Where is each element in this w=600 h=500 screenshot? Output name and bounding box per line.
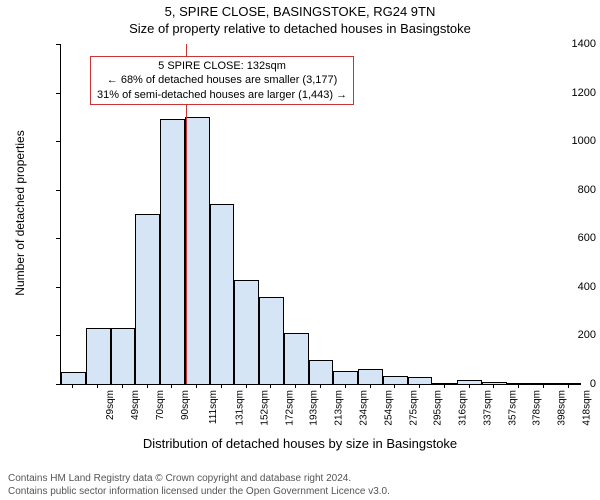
x-tick-label: 193sqm	[309, 390, 320, 426]
y-tick-mark	[56, 141, 60, 142]
x-tick-label: 337sqm	[482, 390, 493, 426]
x-tick-mark	[543, 384, 544, 388]
x-tick-label: 398sqm	[557, 390, 568, 426]
chart-container: 5, SPIRE CLOSE, BASINGSTOKE, RG24 9TN Si…	[0, 0, 600, 500]
x-tick-mark	[72, 384, 73, 388]
x-tick-mark	[97, 384, 98, 388]
histogram-bar	[210, 204, 235, 384]
histogram-bar	[383, 376, 408, 385]
x-tick-mark	[147, 384, 148, 388]
x-tick-label: 172sqm	[284, 390, 295, 426]
y-tick-mark	[56, 384, 60, 385]
callout-line: 31% of semi-detached houses are larger (…	[97, 88, 347, 102]
callout-line: ← 68% of detached houses are smaller (3,…	[97, 73, 347, 87]
histogram-bar	[309, 360, 334, 384]
footer-line-1: Contains HM Land Registry data © Crown c…	[8, 473, 351, 484]
x-tick-mark	[320, 384, 321, 388]
x-tick-label: 70sqm	[155, 390, 166, 420]
y-tick-label: 400	[540, 281, 596, 293]
y-tick-mark	[56, 287, 60, 288]
y-axis-label: Number of detached properties	[13, 123, 27, 303]
footer-line-2: Contains public sector information licen…	[8, 486, 390, 497]
x-tick-mark	[444, 384, 445, 388]
x-tick-label: 29sqm	[105, 390, 116, 420]
histogram-bar	[135, 214, 160, 384]
y-tick-label: 1200	[540, 87, 596, 99]
x-tick-label: 254sqm	[383, 390, 394, 426]
y-tick-mark	[56, 335, 60, 336]
x-tick-label: 131sqm	[235, 390, 246, 426]
histogram-bar	[333, 371, 358, 384]
x-tick-label: 111sqm	[209, 390, 220, 424]
x-tick-mark	[221, 384, 222, 388]
x-tick-label: 90sqm	[180, 390, 191, 420]
x-tick-mark	[419, 384, 420, 388]
histogram-bar	[111, 328, 136, 384]
x-tick-label: 378sqm	[532, 390, 543, 426]
x-tick-mark	[270, 384, 271, 388]
x-tick-label: 275sqm	[408, 390, 419, 426]
y-tick-label: 800	[540, 184, 596, 196]
y-tick-mark	[56, 44, 60, 45]
y-tick-mark	[56, 190, 60, 191]
x-tick-mark	[469, 384, 470, 388]
x-tick-mark	[493, 384, 494, 388]
y-tick-mark	[56, 93, 60, 94]
x-tick-mark	[295, 384, 296, 388]
x-tick-label: 213sqm	[334, 390, 345, 426]
x-tick-mark	[122, 384, 123, 388]
x-tick-mark	[518, 384, 519, 388]
x-tick-mark	[171, 384, 172, 388]
histogram-bar	[432, 383, 457, 384]
histogram-bar	[86, 328, 111, 384]
histogram-bar	[408, 377, 433, 384]
histogram-bar	[234, 280, 259, 384]
x-tick-label: 49sqm	[130, 390, 141, 420]
x-tick-mark	[246, 384, 247, 388]
x-tick-label: 316sqm	[458, 390, 469, 426]
x-tick-mark	[345, 384, 346, 388]
x-tick-label: 295sqm	[433, 390, 444, 426]
histogram-bar	[160, 119, 185, 384]
y-tick-mark	[56, 238, 60, 239]
callout-box: 5 SPIRE CLOSE: 132sqm← 68% of detached h…	[90, 56, 354, 105]
histogram-bar	[457, 380, 482, 384]
address-title: 5, SPIRE CLOSE, BASINGSTOKE, RG24 9TN	[0, 4, 600, 19]
y-tick-label: 1000	[540, 135, 596, 147]
x-tick-mark	[370, 384, 371, 388]
histogram-bar	[358, 369, 383, 384]
x-tick-mark	[394, 384, 395, 388]
x-tick-mark	[568, 384, 569, 388]
x-tick-label: 418sqm	[581, 390, 592, 426]
chart-subtitle: Size of property relative to detached ho…	[0, 21, 600, 36]
x-tick-label: 234sqm	[359, 390, 370, 426]
histogram-bar	[284, 333, 309, 384]
x-tick-label: 357sqm	[507, 390, 518, 426]
histogram-bar	[185, 117, 210, 384]
x-tick-mark	[196, 384, 197, 388]
histogram-bar	[61, 372, 86, 384]
x-axis-label: Distribution of detached houses by size …	[0, 436, 600, 451]
callout-line: 5 SPIRE CLOSE: 132sqm	[97, 59, 347, 73]
histogram-bar	[259, 297, 284, 384]
x-tick-label: 152sqm	[260, 390, 271, 426]
y-tick-label: 1400	[540, 38, 596, 50]
y-tick-label: 200	[540, 329, 596, 341]
y-tick-label: 600	[540, 232, 596, 244]
